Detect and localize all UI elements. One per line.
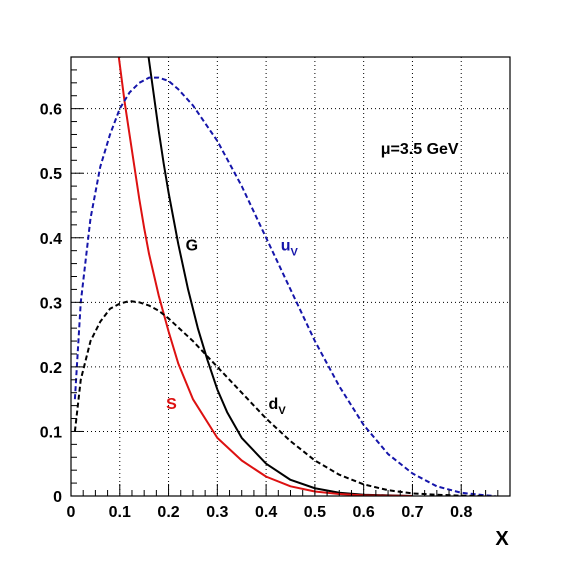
x-tick-label-6: 0.6 bbox=[353, 504, 375, 521]
mu-symbol: μ bbox=[381, 141, 391, 158]
y-tick-label-0: 0 bbox=[53, 489, 62, 506]
scale-annotation: μ=3.5 GeV bbox=[381, 141, 459, 158]
y-tick-label-2: 0.2 bbox=[40, 360, 62, 377]
x-tick-label-8: 0.8 bbox=[450, 504, 472, 521]
x-tick-label-5: 0.5 bbox=[304, 504, 326, 521]
x-axis-title: X bbox=[495, 528, 509, 550]
y-tick-label-3: 0.3 bbox=[40, 295, 62, 312]
y-tick-label-1: 0.1 bbox=[40, 424, 62, 441]
x-tick-label-1: 0.1 bbox=[109, 504, 131, 521]
series-line-uv bbox=[73, 76, 496, 496]
tick-layer: 0 0.1 0.2 0.3 0.4 0.5 0.6 0.7 0.8 0 0.1 0.2 0.3 0.4 0.… bbox=[40, 56, 511, 521]
series-label-g: G bbox=[186, 238, 198, 255]
label-layer: G SuV dV bbox=[166, 238, 298, 417]
series-label-dv: dV bbox=[269, 396, 287, 417]
x-tick-label-0: 0 bbox=[67, 504, 76, 521]
series-label-s: S bbox=[166, 396, 177, 413]
scale-value: =3.5 GeV bbox=[391, 141, 459, 158]
x-tick-label-2: 0.2 bbox=[157, 504, 179, 521]
x-tick-label-7: 0.7 bbox=[401, 504, 423, 521]
x-tick-label-3: 0.3 bbox=[206, 504, 228, 521]
y-tick-label-6: 0.6 bbox=[40, 102, 62, 119]
series-line-dv bbox=[73, 300, 486, 496]
y-tick-label-4: 0.4 bbox=[40, 231, 62, 248]
y-tick-label-5: 0.5 bbox=[40, 166, 62, 183]
x-tick-label-4: 0.4 bbox=[255, 504, 277, 521]
series-label-uv: uV bbox=[281, 238, 299, 259]
